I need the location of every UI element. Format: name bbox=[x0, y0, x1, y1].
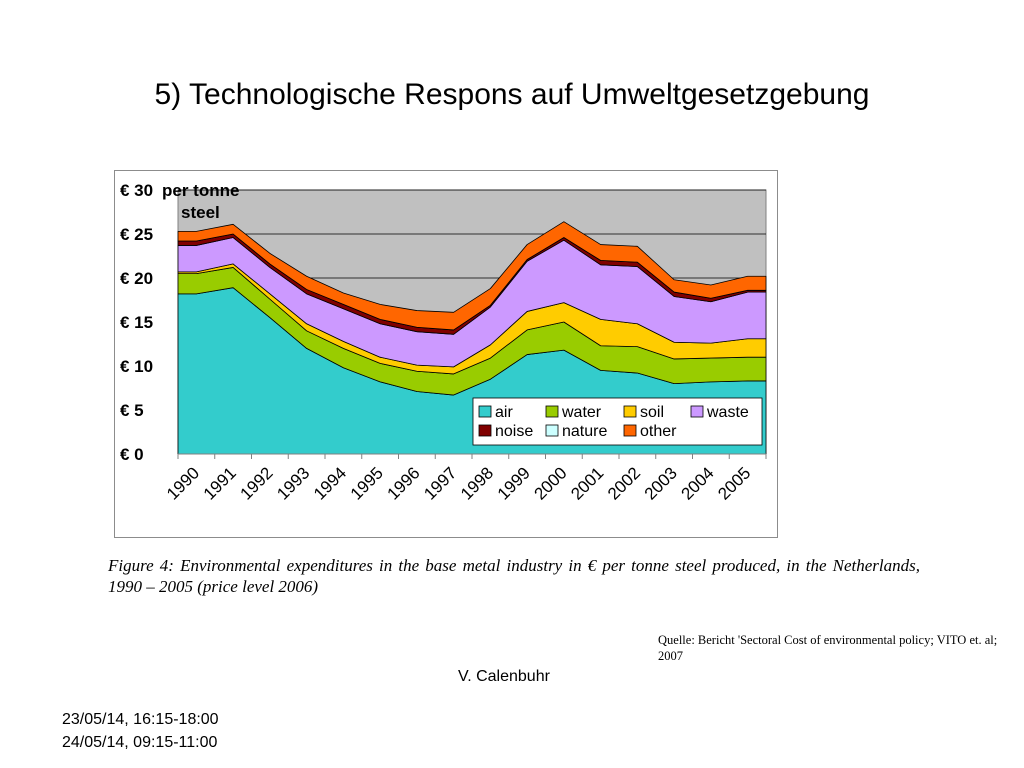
x-tick-label: 1998 bbox=[457, 463, 497, 503]
area-chart: 1990199119921993199419951996199719981999… bbox=[120, 181, 767, 504]
session-dates: 23/05/14, 16:15-18:00 24/05/14, 09:15-11… bbox=[62, 708, 219, 754]
legend-label-air: air bbox=[495, 404, 513, 421]
legend-swatch-water bbox=[545, 405, 559, 418]
legend-swatch-nature bbox=[545, 424, 559, 437]
session-date-2: 24/05/14, 09:15-11:00 bbox=[62, 734, 218, 751]
session-date-1: 23/05/14, 16:15-18:00 bbox=[62, 711, 219, 728]
x-tick-label: 1991 bbox=[200, 463, 240, 503]
x-tick-label: 1992 bbox=[237, 463, 277, 503]
x-tick-label: 1993 bbox=[273, 463, 313, 503]
legend bbox=[472, 397, 763, 446]
x-tick-label: 2000 bbox=[531, 463, 571, 503]
x-tick-label: 2002 bbox=[604, 463, 644, 503]
legend-swatch-soil bbox=[623, 405, 637, 418]
area-other bbox=[177, 221, 767, 331]
y-tick-label: € 30 bbox=[120, 181, 153, 200]
figure-caption: Figure 4: Environmental expenditures in … bbox=[108, 556, 920, 596]
x-tick-label: 1996 bbox=[384, 463, 424, 503]
legend-label-noise: noise bbox=[495, 423, 533, 440]
x-tick-label: 2004 bbox=[678, 463, 718, 503]
y-tick-label: € 0 bbox=[120, 445, 144, 464]
y-tick-label: € 25 bbox=[120, 225, 153, 244]
legend-swatch-waste bbox=[690, 405, 704, 418]
legend-swatch-other bbox=[623, 424, 637, 437]
legend-label-waste: waste bbox=[706, 404, 749, 421]
author-name: V. Calenbuhr bbox=[458, 668, 550, 685]
x-tick-label: 1990 bbox=[163, 463, 203, 503]
y-tick-label: € 10 bbox=[120, 357, 153, 376]
legend-swatch-noise bbox=[478, 424, 492, 437]
legend-label-nature: nature bbox=[562, 423, 607, 440]
y-tick-label: € 15 bbox=[120, 313, 153, 332]
x-tick-label: 1994 bbox=[310, 463, 350, 503]
slide-title: 5) Technologische Respons auf Umweltgese… bbox=[154, 78, 870, 111]
legend-label-soil: soil bbox=[640, 404, 664, 421]
x-tick-label: 1995 bbox=[347, 463, 387, 503]
x-tick-label: 2005 bbox=[714, 463, 754, 503]
y-axis-label: per tonne steel bbox=[162, 181, 239, 222]
x-tick-label: 2001 bbox=[567, 463, 607, 503]
y-tick-label: € 20 bbox=[120, 269, 153, 288]
legend-swatch-air bbox=[478, 405, 492, 418]
source-note: Quelle: Bericht 'Sectoral Cost of enviro… bbox=[658, 633, 998, 663]
legend-label-water: water bbox=[561, 404, 602, 421]
x-tick-label: 1997 bbox=[420, 463, 460, 503]
legend-label-other: other bbox=[640, 423, 677, 440]
chart-frame: 1990 1991 1992 1993 1994 1995 1996 1997 1998 1999… bbox=[114, 170, 778, 538]
x-tick-label: 1999 bbox=[494, 463, 534, 503]
y-tick-label: € 5 bbox=[120, 401, 144, 420]
x-tick-label: 2003 bbox=[641, 463, 681, 503]
